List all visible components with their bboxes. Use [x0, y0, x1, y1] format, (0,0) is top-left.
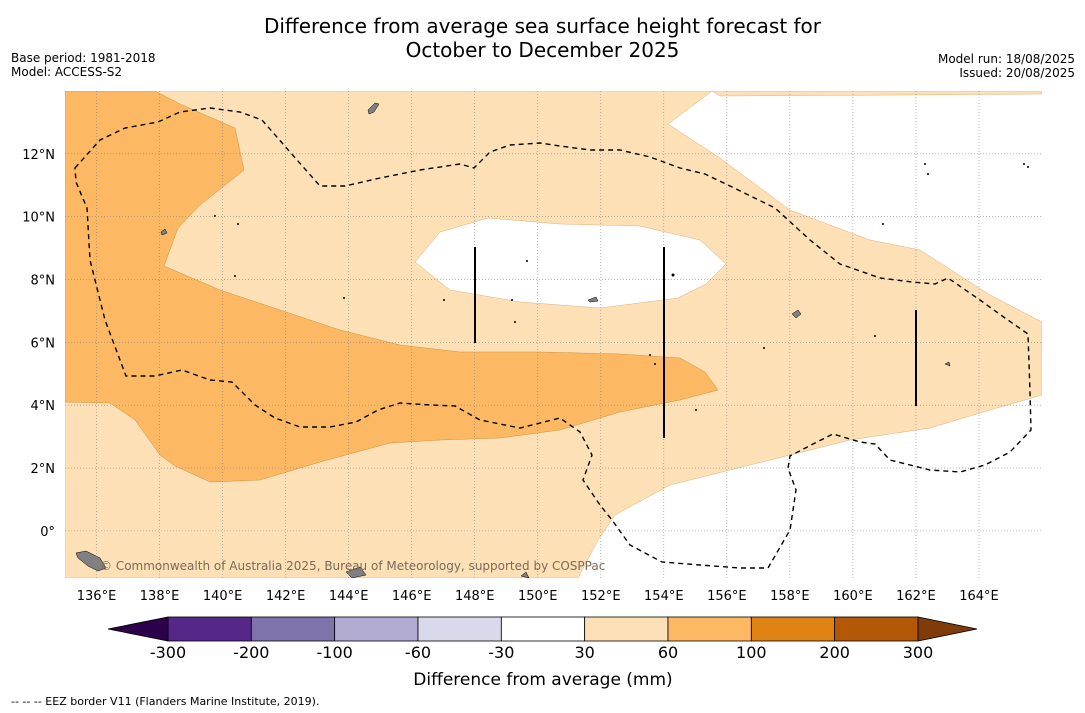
islet — [343, 297, 345, 299]
lon-tick-label: 158°E — [770, 589, 810, 604]
islet — [514, 321, 516, 323]
islet — [671, 273, 675, 277]
base-period: Base period: 1981-2018 — [11, 51, 156, 65]
colorbar-tick-label: -30 — [488, 643, 514, 662]
islet — [654, 363, 656, 365]
meta-right: Model run: 18/08/2025 Issued: 20/08/2025 — [938, 52, 1075, 80]
eez-border — [74, 107, 1032, 569]
islet — [1023, 163, 1025, 165]
colorbar-bin — [500, 616, 586, 642]
model-run: Model run: 18/08/2025 — [937, 52, 1075, 66]
lon-tick-label: 150°E — [518, 589, 558, 604]
colorbar-tick-labels: -300 -200 -100 -60 -30 30 60 100 200 300 — [150, 643, 933, 662]
islet — [874, 335, 876, 337]
longitude-labels: 136°E 138°E 140°E 142°E 144°E 146°E 148°E 150°E… — [77, 589, 999, 604]
land-mass — [791, 309, 802, 319]
copyright-watermark: © Commonwealth of Australia 2025, Bureau… — [100, 559, 605, 573]
islet — [924, 163, 926, 165]
lon-tick-label: 152°E — [581, 589, 621, 604]
colorbar-tick-label: 100 — [736, 643, 767, 662]
islet — [234, 275, 236, 277]
colorbar-bin — [750, 616, 836, 642]
lon-tick-label: 142°E — [266, 589, 306, 604]
islet — [1027, 166, 1029, 168]
islet — [443, 299, 445, 301]
land-mass — [587, 296, 599, 303]
land-mass — [160, 228, 168, 236]
colorbar-bin — [334, 616, 419, 642]
eez-legend-note: -- -- -- EEZ border V11 (Flanders Marine… — [11, 695, 320, 708]
colorbar-tick-label: 30 — [574, 643, 594, 662]
colorbar-tick-label: 300 — [903, 643, 934, 662]
lon-tick-label: 154°E — [644, 589, 684, 604]
land-mass — [75, 550, 107, 572]
land-mass — [367, 102, 380, 115]
colorbar-bin — [417, 616, 502, 642]
lon-tick-label: 160°E — [833, 589, 873, 604]
islet — [695, 409, 697, 411]
eez-borders — [74, 107, 1032, 569]
lon-tick-label: 162°E — [896, 589, 936, 604]
islet — [526, 260, 528, 262]
model-name: Model: ACCESS-S2 — [11, 65, 123, 79]
lon-tick-label: 136°E — [77, 589, 117, 604]
colorbar-bin — [667, 616, 752, 642]
colorbar — [107, 616, 978, 642]
land-mass — [944, 361, 951, 367]
lat-tick-label: 10°N — [22, 211, 55, 226]
colorbar-bin — [584, 616, 669, 642]
islet — [649, 354, 651, 356]
lon-tick-label: 146°E — [392, 589, 432, 604]
lon-tick-label: 148°E — [455, 589, 495, 604]
colorbar-tick-label: -60 — [405, 643, 431, 662]
islet — [882, 223, 884, 225]
land-mass — [520, 571, 530, 578]
colorbar-over-arrow — [917, 616, 978, 642]
anomaly-60-100-region — [65, 91, 719, 483]
lat-tick-label: 8°N — [31, 274, 56, 289]
lon-tick-label: 156°E — [707, 589, 747, 604]
colorbar-bin — [167, 616, 252, 642]
colorbar-bin — [250, 616, 336, 642]
colorbar-tick-label: -200 — [233, 643, 269, 662]
lat-tick-label: 6°N — [31, 336, 56, 351]
title-line-2: October to December 2025 — [405, 38, 680, 62]
lat-tick-label: 4°N — [31, 399, 56, 414]
lat-tick-label: 2°N — [31, 462, 56, 477]
islet — [237, 223, 239, 225]
map-title: Difference from average sea surface heig… — [0, 14, 1085, 62]
lon-tick-label: 140°E — [203, 589, 243, 604]
near-average-region — [414, 217, 727, 309]
issued-date: Issued: 20/08/2025 — [959, 66, 1075, 80]
colorbar-bin — [834, 616, 919, 642]
boundary-segments — [474, 247, 917, 438]
colorbar-label: Difference from average (mm) — [413, 670, 672, 690]
lon-tick-label: 138°E — [140, 589, 180, 604]
map-area: © Commonwealth of Australia 2025, Bureau… — [65, 91, 1042, 578]
meta-left: Base period: 1981-2018 Model: ACCESS-S2 — [11, 51, 156, 79]
colorbar-under-arrow — [107, 616, 169, 642]
colorbar-tick-label: 200 — [819, 643, 850, 662]
islet — [763, 347, 765, 349]
latitude-labels: 0° 2°N 4°N 6°N 8°N 10°N 12°N — [22, 148, 55, 540]
title-line-1: Difference from average sea surface heig… — [263, 14, 822, 38]
colorbar-tick-label: -100 — [317, 643, 353, 662]
lat-tick-label: 0° — [40, 525, 55, 540]
islet — [511, 299, 513, 301]
lon-tick-label: 144°E — [329, 589, 369, 604]
anomaly-30-60-strip — [711, 91, 1042, 97]
lat-tick-label: 12°N — [22, 148, 55, 163]
colorbar-tick-label: 60 — [658, 643, 678, 662]
islet — [927, 173, 929, 175]
land-mass — [345, 566, 367, 578]
lon-tick-label: 164°E — [959, 589, 999, 604]
colorbar-tick-label: -300 — [150, 643, 186, 662]
